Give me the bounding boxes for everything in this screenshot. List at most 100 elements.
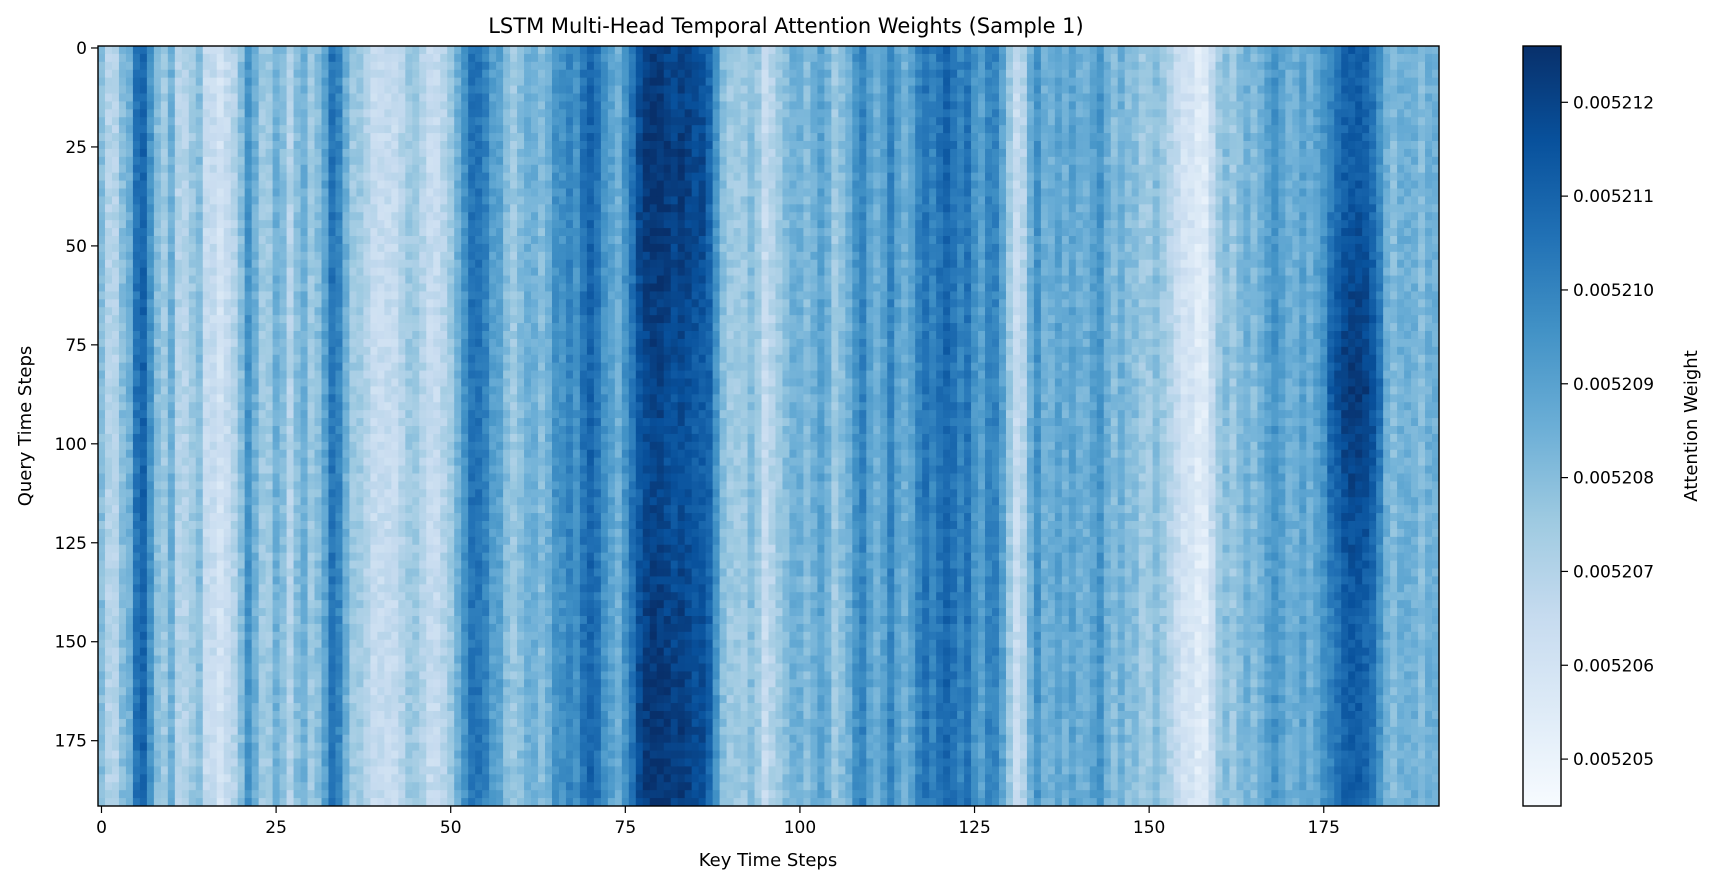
heatmap-cell xyxy=(1047,164,1056,174)
heatmap-cell xyxy=(929,220,937,229)
heatmap-cell xyxy=(663,212,672,221)
heatmap-cell xyxy=(510,236,518,245)
heatmap-cell xyxy=(824,212,832,221)
heatmap-cell xyxy=(943,236,951,245)
heatmap-cell xyxy=(1292,236,1300,245)
heatmap-cell xyxy=(1075,117,1084,126)
heatmap-cell xyxy=(1243,109,1252,118)
heatmap-cell xyxy=(1404,85,1412,95)
heatmap-cell xyxy=(1033,228,1042,237)
heatmap-cell xyxy=(454,204,462,213)
heatmap-cell xyxy=(1355,164,1363,174)
heatmap-cell xyxy=(335,212,344,221)
heatmap-cell xyxy=(887,196,895,205)
heatmap-cell xyxy=(1278,125,1286,134)
heatmap-cell xyxy=(985,196,993,205)
heatmap-cell xyxy=(894,109,902,118)
heatmap-cell xyxy=(230,53,239,63)
heatmap-cell xyxy=(1208,93,1217,103)
heatmap-cell xyxy=(719,77,728,87)
heatmap-cell xyxy=(1152,180,1161,190)
heatmap-cell xyxy=(139,156,148,166)
heatmap-cell xyxy=(1320,46,1328,55)
heatmap-cell xyxy=(1341,243,1349,253)
heatmap-cell xyxy=(740,204,749,213)
heatmap-cell xyxy=(1425,85,1433,95)
heatmap-cell xyxy=(98,164,106,174)
heatmap-cell xyxy=(824,133,832,142)
heatmap-cell xyxy=(1047,172,1056,182)
heatmap-cell xyxy=(188,93,197,103)
heatmap-cell xyxy=(600,228,609,237)
heatmap-cell xyxy=(237,236,246,245)
heatmap-cell xyxy=(377,46,385,55)
heatmap-cell xyxy=(1404,148,1412,158)
heatmap-cell xyxy=(1124,148,1133,158)
heatmap-cell xyxy=(1201,109,1210,118)
heatmap-cell xyxy=(614,141,623,150)
heatmap-cell xyxy=(733,164,742,174)
heatmap-cell xyxy=(789,93,798,103)
heatmap-cell xyxy=(104,133,113,142)
heatmap-cell xyxy=(293,148,302,158)
heatmap-cell xyxy=(929,196,937,205)
heatmap-cell xyxy=(384,133,392,142)
heatmap-cell xyxy=(908,156,916,166)
heatmap-cell xyxy=(433,228,441,237)
heatmap-cell xyxy=(663,46,672,55)
heatmap-cell xyxy=(307,156,316,166)
heatmap-cell xyxy=(293,220,302,229)
heatmap-cell xyxy=(663,228,672,237)
heatmap-cell xyxy=(950,125,958,134)
heatmap-cell xyxy=(111,196,120,205)
heatmap-cell xyxy=(747,85,756,95)
heatmap-cell xyxy=(1306,196,1314,205)
heatmap-cell xyxy=(279,180,288,190)
heatmap-cell xyxy=(1222,61,1231,71)
heatmap-cell xyxy=(153,188,162,198)
heatmap-cell xyxy=(531,133,539,142)
heatmap-cell xyxy=(628,125,637,134)
heatmap-cell xyxy=(866,220,874,229)
heatmap-cell xyxy=(461,125,469,134)
heatmap-cell xyxy=(817,53,825,63)
heatmap-cell xyxy=(181,85,190,95)
heatmap-cell xyxy=(104,69,113,79)
heatmap-cell xyxy=(545,188,553,198)
heatmap-cell xyxy=(510,125,518,134)
heatmap-cell xyxy=(335,164,344,174)
heatmap-cell xyxy=(125,220,134,229)
heatmap-cell xyxy=(922,133,930,142)
heatmap-cell xyxy=(1061,85,1070,95)
heatmap-cell xyxy=(258,164,267,174)
heatmap-cell xyxy=(1152,53,1161,63)
heatmap-cell xyxy=(384,196,392,205)
heatmap-cell xyxy=(244,133,253,142)
heatmap-cell xyxy=(286,117,295,126)
heatmap-cell xyxy=(461,228,469,237)
heatmap-cell xyxy=(181,228,190,237)
heatmap-cell xyxy=(104,180,113,190)
heatmap-cell xyxy=(1362,77,1370,87)
heatmap-cell xyxy=(111,251,120,261)
heatmap-cell xyxy=(852,46,860,55)
heatmap-cell xyxy=(181,180,190,190)
heatmap-cell xyxy=(125,125,134,134)
heatmap-cell xyxy=(796,117,805,126)
heatmap-cell xyxy=(1229,156,1238,166)
heatmap-cell xyxy=(838,164,846,174)
heatmap-cell xyxy=(1334,61,1342,71)
heatmap-cell xyxy=(160,220,169,229)
heatmap-cell xyxy=(586,180,595,190)
heatmap-cell xyxy=(1145,101,1154,110)
heatmap-cell xyxy=(656,196,665,205)
heatmap-cell xyxy=(593,164,602,174)
heatmap-cell xyxy=(1194,148,1203,158)
heatmap-cell xyxy=(118,220,127,229)
heatmap-cell xyxy=(314,85,323,95)
heatmap-cell xyxy=(1124,236,1133,245)
heatmap-cell xyxy=(1390,109,1398,118)
heatmap-cell xyxy=(719,109,728,118)
heatmap-cell xyxy=(307,196,316,205)
heatmap-cell xyxy=(1110,236,1119,245)
